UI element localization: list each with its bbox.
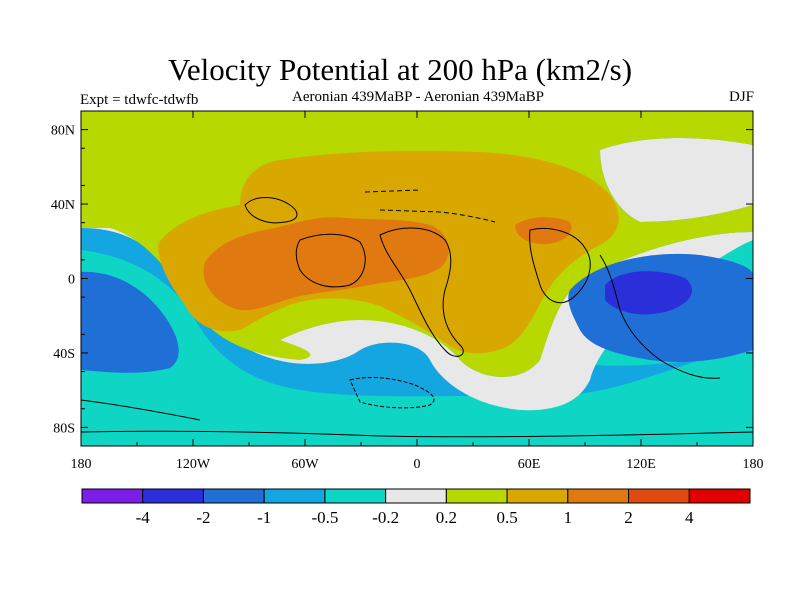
colorbar-swatch [324, 488, 387, 504]
field-neg-weak [81, 250, 753, 446]
colorbar-label: -1 [257, 508, 271, 527]
lon-label: 120W [176, 457, 211, 472]
colorbar-swatch [81, 488, 144, 504]
field-neutral [81, 220, 753, 411]
lon-label: 120E [626, 457, 656, 472]
contour-fill [81, 111, 753, 446]
colorbar-label: 2 [624, 508, 633, 527]
lon-label: 0 [414, 457, 421, 472]
longitude-axis: 180 120W 60W 0 60E 120E 180 [71, 111, 764, 472]
colorbar-label: -2 [196, 508, 210, 527]
page-title: Velocity Potential at 200 hPa (km2/s) [167, 52, 633, 87]
lon-label: 60W [291, 457, 319, 472]
field-neg-strong [605, 271, 693, 315]
coastline-south-coast [81, 399, 753, 438]
field-pos-mid [203, 217, 449, 311]
coastline-east [529, 227, 591, 304]
season-label: DJF [728, 89, 754, 105]
colorbar-label: 0.5 [496, 508, 517, 527]
colorbar-label: 1 [564, 508, 573, 527]
lat-label: 40S [53, 347, 75, 362]
coastline-north [244, 197, 298, 224]
colorbar-swatch [445, 488, 508, 504]
lon-label: 180 [743, 457, 764, 472]
lon-label: 180 [71, 457, 92, 472]
coastline-southern-islands [349, 377, 435, 409]
colorbar-swatch [263, 488, 326, 504]
latitude-axis: 80N 40N 0 40S 80S [51, 110, 753, 447]
lat-label: 80N [51, 124, 75, 139]
colorbar-label: 4 [685, 508, 694, 527]
colorbar-swatch [142, 488, 204, 504]
coastline-central [295, 233, 366, 288]
colorbar-swatch [688, 488, 751, 504]
field-neutral-ne [600, 138, 753, 222]
colorbar-label: 0.2 [436, 508, 457, 527]
colorbar-swatch [628, 488, 690, 504]
lat-label: 0 [68, 273, 75, 288]
lon-label: 60E [518, 457, 541, 472]
field-pos-mid-east [515, 217, 572, 245]
colorbar-swatch [385, 488, 447, 504]
colorbar-swatch [506, 488, 569, 504]
coastlines [81, 189, 753, 438]
lat-label: 40N [51, 198, 75, 213]
experiment-label: Expt = tdwfc-tdwfb [80, 92, 199, 108]
colorbar: -4 -2 -1 -0.5 -0.2 0.2 0.5 1 2 4 [81, 488, 751, 527]
coastline-africa-like [379, 227, 464, 357]
colorbar-swatch [202, 488, 265, 504]
coastline-far-east [599, 254, 721, 379]
colorbar-swatch [567, 488, 630, 504]
colorbar-label: -0.5 [311, 508, 338, 527]
colorbar-label: -4 [136, 508, 151, 527]
period-label: Aeronian 439MaBP - Aeronian 439MaBP [292, 89, 544, 105]
colorbar-label: -0.2 [372, 508, 399, 527]
lat-label: 80S [53, 421, 75, 436]
coastline-northern-dash [364, 189, 496, 223]
field-neg-mid-west [81, 271, 179, 373]
